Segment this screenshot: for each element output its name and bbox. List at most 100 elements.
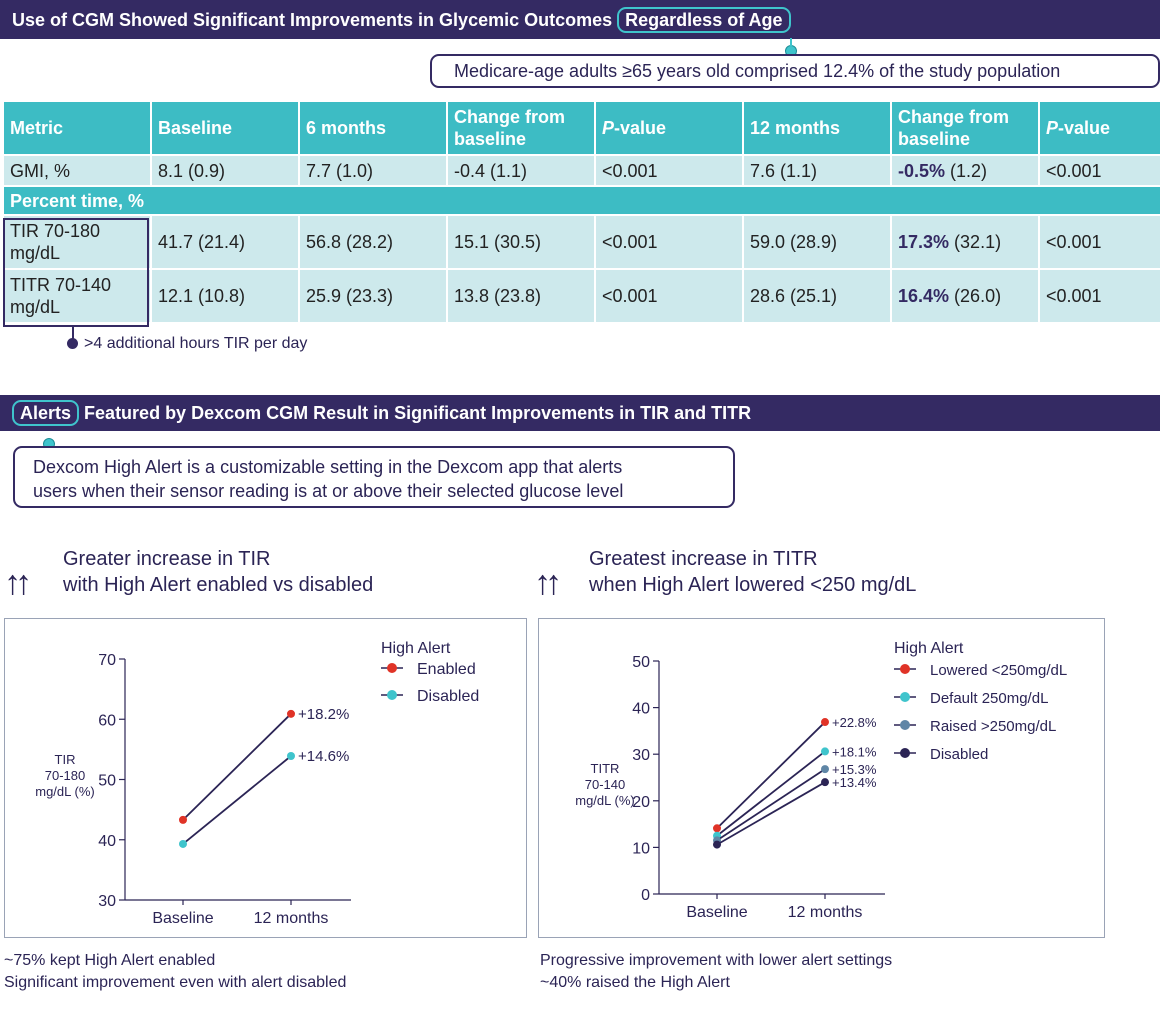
table-row-gmi: GMI, % 8.1 (0.9) 7.7 (1.0) -0.4 (1.1) <0… [4, 156, 1160, 185]
section-header-alerts: Alerts Featured by Dexcom CGM Result in … [0, 395, 1160, 431]
series-line [716, 768, 826, 842]
x-tick-label: Baseline [686, 904, 747, 921]
data-point [179, 839, 187, 848]
change-bold: 16.4% [898, 286, 950, 306]
cell-baseline: 41.7 (21.4) [152, 216, 298, 268]
change-rest: (32.1) [949, 232, 1002, 252]
header-change-from-baseline-12: Change from baseline [892, 102, 1038, 154]
y-tick-label: 30 [632, 747, 650, 764]
cell-p-value-12: <0.001 [1040, 216, 1160, 268]
cell-p-value: <0.001 [596, 156, 742, 185]
y-tick-label: 50 [632, 654, 650, 671]
series-line [716, 781, 826, 846]
connector-line [790, 38, 792, 46]
cell-12-months: 7.6 (1.1) [744, 156, 890, 185]
cell-change-12: 16.4% (26.0) [892, 270, 1038, 322]
footnote-connector [72, 326, 74, 342]
callout-high-alert: Dexcom High Alert is a customizable sett… [13, 446, 735, 508]
y-tick-label: 0 [641, 887, 650, 904]
legend-entry: Enabled [417, 661, 476, 678]
up-arrows-icon: ↑↑ [534, 564, 562, 602]
header-baseline: Baseline [152, 102, 298, 154]
data-point [713, 840, 721, 849]
header-6-months: 6 months [300, 102, 446, 154]
data-label: +18.1% [832, 744, 877, 759]
legend-swatch-dot [900, 692, 910, 702]
footnote-dot [67, 338, 78, 349]
cell-12-months: 59.0 (28.9) [744, 216, 890, 268]
chart-titr: 0 10 20 30 40 50 Baseline 12 months TITR70-140mg… [575, 640, 1067, 921]
cell-baseline: 8.1 (0.9) [152, 156, 298, 185]
table-header-row: Metric Baseline 6 months Change from bas… [4, 102, 1160, 154]
data-point [821, 718, 829, 727]
data-point [287, 752, 295, 761]
cell-6-months: 25.9 (23.3) [300, 270, 446, 322]
y-tick-label: 60 [98, 712, 116, 729]
series-line [716, 721, 826, 829]
cell-change: -0.4 (1.1) [448, 156, 594, 185]
left-panel-heading: Greater increase in TIR with High Alert … [63, 546, 373, 598]
legend-title: High Alert [381, 640, 451, 657]
y-axis-label: TIR [55, 752, 76, 767]
highlight-pill-age: Regardless of Age [617, 7, 791, 33]
table-section-row: Percent time, % [4, 187, 1160, 214]
table-footnote: >4 additional hours TIR per day [84, 335, 308, 352]
header-p-value: P-value [596, 102, 742, 154]
change-rest: (1.2) [945, 160, 988, 181]
legend-entry: Lowered <250mg/dL [930, 662, 1067, 679]
cell-label: GMI, % [4, 156, 150, 185]
section-title: Use of CGM Showed Significant Improvemen… [12, 10, 613, 30]
legend-entry: Raised >250mg/dL [930, 718, 1056, 735]
legend-entry: Default 250mg/dL [930, 690, 1048, 707]
left-note-line-2: Significant improvement even with alert … [4, 974, 347, 991]
p-italic: P [1046, 118, 1059, 138]
cell-p-value-12: <0.001 [1040, 156, 1160, 185]
series-line [182, 713, 292, 821]
header-metric: Metric [4, 102, 150, 154]
tir-titr-highlight-box [3, 218, 149, 327]
x-tick-label: Baseline [152, 910, 213, 927]
metrics-table: Metric Baseline 6 months Change from bas… [2, 100, 1160, 324]
y-tick-label: 30 [98, 893, 116, 910]
legend-swatch-dot [900, 720, 910, 730]
legend-swatch-dot [387, 690, 397, 700]
data-point [821, 765, 829, 774]
y-tick-label: 20 [632, 794, 650, 811]
p-italic: P [602, 118, 615, 138]
cell-label: TITR 70-140 mg/dL [4, 270, 150, 322]
data-point [179, 815, 187, 824]
left-note-line-1: ~75% kept High Alert enabled [4, 952, 216, 969]
cell-p-value: <0.001 [596, 216, 742, 268]
cell-p-value-12: <0.001 [1040, 270, 1160, 322]
legend-entry: Disabled [930, 746, 988, 763]
y-tick-label: 10 [632, 840, 650, 857]
data-point [821, 747, 829, 756]
p-rest: -value [1058, 118, 1111, 138]
left-panel-note: ~75% kept High Alert enabled Significant… [4, 950, 346, 994]
data-point [821, 778, 829, 787]
cell-change-12: 17.3% (32.1) [892, 216, 1038, 268]
left-heading-line-2: with High Alert enabled vs disabled [63, 574, 374, 596]
highlight-pill-alerts: Alerts [12, 400, 80, 426]
data-label: +14.6% [298, 748, 349, 765]
callout-medicare: Medicare-age adults ≥65 years old compri… [430, 54, 1160, 88]
data-label: +15.3% [832, 762, 877, 777]
series-line [716, 750, 826, 837]
right-note-line-2: ~40% raised the High Alert [540, 974, 730, 991]
chart-titr-panel: 0 10 20 30 40 50 Baseline 12 months TITR 70-140 mg… [538, 618, 1105, 938]
section-title: Featured by Dexcom CGM Result in Signifi… [84, 403, 752, 423]
callout-medicare-text: Medicare-age adults ≥65 years old compri… [454, 61, 1061, 81]
p-rest: -value [614, 118, 667, 138]
cell-6-months: 56.8 (28.2) [300, 216, 446, 268]
chart-tir: 30 40 50 60 70 Baseline 12 months TIR70-180mg/d… [35, 640, 479, 927]
cell-change: 13.8 (23.8) [448, 270, 594, 322]
cell-12-months: 28.6 (25.1) [744, 270, 890, 322]
header-change-from-baseline: Change from baseline [448, 102, 594, 154]
cell-p-value: <0.001 [596, 270, 742, 322]
section-header-glycemic-outcomes: Use of CGM Showed Significant Improvemen… [0, 0, 1160, 39]
y-axis-label: 70-140 [585, 777, 625, 792]
right-note-line-1: Progressive improvement with lower alert… [540, 952, 893, 969]
section-label: Percent time, % [4, 187, 1160, 214]
cell-change: 15.1 (30.5) [448, 216, 594, 268]
table-row-tir: TIR 70-180 mg/dL 41.7 (21.4) 56.8 (28.2)… [4, 216, 1160, 268]
